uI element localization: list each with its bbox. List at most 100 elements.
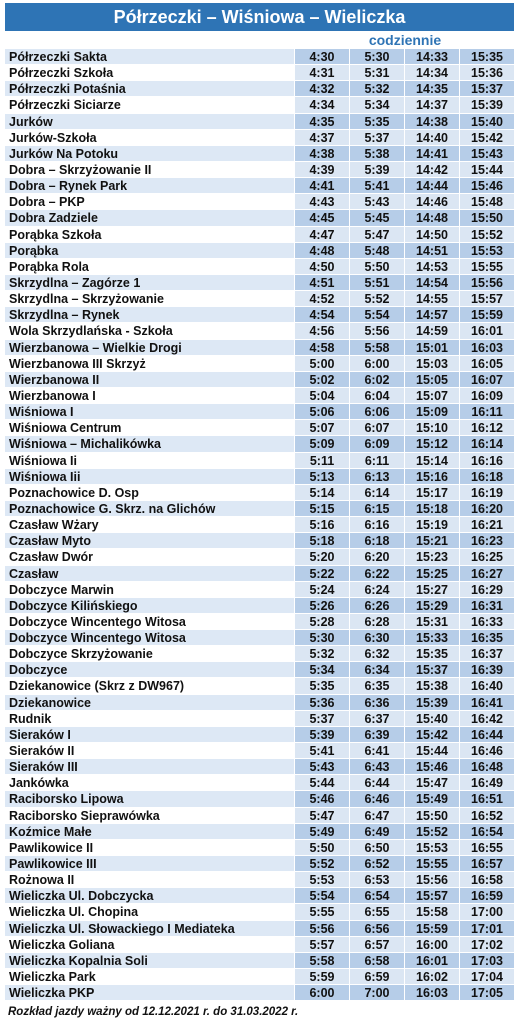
table-row: Wieliczka Ul. Dobczycka 5:54 6:54 15:57 16:5… [5, 888, 515, 905]
stop-name: Sieraków II [5, 743, 295, 760]
stop-name: Rożnowa II [5, 872, 295, 889]
departure-time: 5:36 [295, 694, 350, 711]
departure-time: 5:56 [295, 920, 350, 937]
table-row: Skrzydlna – Rynek 4:54 5:54 14:57 15:59 [5, 307, 515, 324]
departure-time: 14:41 [405, 145, 460, 162]
departure-time: 4:56 [295, 323, 350, 340]
stop-name: Porąbka Szkoła [5, 226, 295, 243]
departure-time: 15:12 [405, 436, 460, 453]
stop-name: Dobra Zadziele [5, 210, 295, 227]
table-row: Koźmice Małe 5:49 6:49 15:52 16:54 [5, 823, 515, 840]
departure-time: 5:00 [295, 355, 350, 372]
departure-time: 6:37 [350, 710, 405, 727]
stop-name: Wierzbanowa I [5, 387, 295, 405]
departure-time: 14:35 [405, 81, 460, 98]
departure-time: 6:35 [350, 678, 405, 695]
table-row: Jurków-Szkoła 4:37 5:37 14:40 15:42 [5, 129, 515, 146]
stop-name: Sieraków I [5, 726, 295, 744]
table-row: Rożnowa II 5:53 6:53 15:56 16:58 [5, 872, 515, 889]
stop-name: Wiśniowa I [5, 404, 295, 421]
table-row: Wiśniowa Centrum 5:07 6:07 15:10 16:12 [5, 420, 515, 437]
table-row: Czasław Wżary 5:16 6:16 15:19 16:21 [5, 517, 515, 534]
table-row: Raciborsko Lipowa 5:46 6:46 15:49 16:51 [5, 791, 515, 808]
departure-time: 5:56 [350, 323, 405, 340]
departure-time: 5:22 [295, 565, 350, 582]
table-row: Pawlikowice III 5:52 6:52 15:55 16:57 [5, 856, 515, 873]
departure-time: 6:41 [350, 743, 405, 760]
departure-time: 15:56 [460, 274, 515, 292]
departure-time: 16:57 [460, 856, 515, 873]
departure-time: 6:59 [350, 969, 405, 986]
departure-time: 5:54 [350, 307, 405, 324]
departure-time: 16:48 [460, 759, 515, 776]
departure-time: 4:47 [295, 226, 350, 243]
departure-time: 5:35 [295, 678, 350, 695]
departure-time: 6:30 [350, 630, 405, 647]
footer: Rozkład jazdy ważny od 12.12.2021 r. do … [8, 1006, 299, 1018]
departure-time: 6:09 [350, 436, 405, 453]
departure-time: 16:18 [460, 468, 515, 485]
stop-name: Sieraków III [5, 759, 295, 776]
table-row: Jankówka 5:44 6:44 15:47 16:49 [5, 775, 515, 792]
stop-name: Wieliczka Ul. Słowackiego I Mediateka [5, 920, 295, 937]
departure-time: 16:14 [460, 436, 515, 453]
subheader: codziennie [368, 32, 442, 48]
departure-time: 16:58 [460, 872, 515, 889]
departure-time: 14:46 [405, 194, 460, 211]
departure-time: 15:40 [405, 710, 460, 727]
stop-name: Dobczyce Skrzyżowanie [5, 646, 295, 663]
stop-name: Dobra – Rynek Park [5, 178, 295, 195]
departure-time: 16:40 [460, 678, 515, 695]
departure-time: 15:10 [405, 420, 460, 437]
table-row: Wieliczka PKP 6:00 7:00 16:03 17:05 [5, 985, 515, 1002]
departure-time: 6:02 [350, 371, 405, 388]
stop-name: Półrzeczki Potaśnia [5, 81, 295, 98]
departure-time: 16:03 [460, 339, 515, 356]
table-row: Wieliczka Goliana 5:57 6:57 16:00 17:02 [5, 936, 515, 953]
departure-time: 4:30 [295, 49, 350, 66]
departure-time: 15:35 [460, 49, 515, 66]
departure-time: 15:37 [405, 662, 460, 679]
departure-time: 15:48 [460, 194, 515, 211]
departure-time: 15:31 [405, 613, 460, 631]
departure-time: 5:50 [295, 839, 350, 857]
departure-time: 6:00 [295, 985, 350, 1002]
departure-time: 5:11 [295, 452, 350, 469]
departure-time: 17:00 [460, 904, 515, 921]
departure-time: 17:05 [460, 985, 515, 1002]
departure-time: 5:30 [350, 49, 405, 66]
departure-time: 16:44 [460, 726, 515, 744]
table-row: Dobczyce 5:34 6:34 15:37 16:39 [5, 662, 515, 679]
departure-time: 6:18 [350, 533, 405, 550]
table-row: Wiśniowa I 5:06 6:06 15:09 16:11 [5, 404, 515, 421]
stop-name: Wieliczka Kopalnia Soli [5, 952, 295, 970]
departure-time: 16:46 [460, 743, 515, 760]
table-row: Wierzbanowa III Skrzyż 5:00 6:00 15:03 16:05 [5, 355, 515, 372]
departure-time: 5:51 [350, 274, 405, 292]
departure-time: 6:14 [350, 484, 405, 501]
departure-time: 4:51 [295, 274, 350, 292]
table-row: Wierzbanowa II 5:02 6:02 15:05 16:07 [5, 371, 515, 388]
table-row: Półrzeczki Sakta 4:30 5:30 14:33 15:35 [5, 49, 515, 66]
departure-time: 14:40 [405, 129, 460, 146]
departure-time: 5:50 [350, 258, 405, 275]
departure-time: 16:19 [460, 484, 515, 501]
departure-time: 15:50 [460, 210, 515, 227]
departure-time: 15:07 [405, 387, 460, 405]
stop-name: Jankówka [5, 775, 295, 792]
departure-time: 6:47 [350, 807, 405, 824]
departure-time: 15:52 [460, 226, 515, 243]
departure-time: 15:40 [460, 113, 515, 130]
departure-time: 5:41 [295, 743, 350, 760]
stop-name: Dziekanowice (Skrz z DW967) [5, 678, 295, 695]
departure-time: 5:32 [350, 81, 405, 98]
stop-name: Wieliczka Park [5, 969, 295, 986]
departure-time: 5:54 [295, 888, 350, 905]
departure-time: 6:00 [350, 355, 405, 372]
stop-name: Skrzydlna – Rynek [5, 307, 295, 324]
table-row: Porąbka 4:48 5:48 14:51 15:53 [5, 242, 515, 259]
table-row: Porąbka Rola 4:50 5:50 14:53 15:55 [5, 258, 515, 275]
departure-time: 5:57 [295, 936, 350, 953]
departure-time: 17:01 [460, 920, 515, 937]
departure-time: 4:35 [295, 113, 350, 130]
